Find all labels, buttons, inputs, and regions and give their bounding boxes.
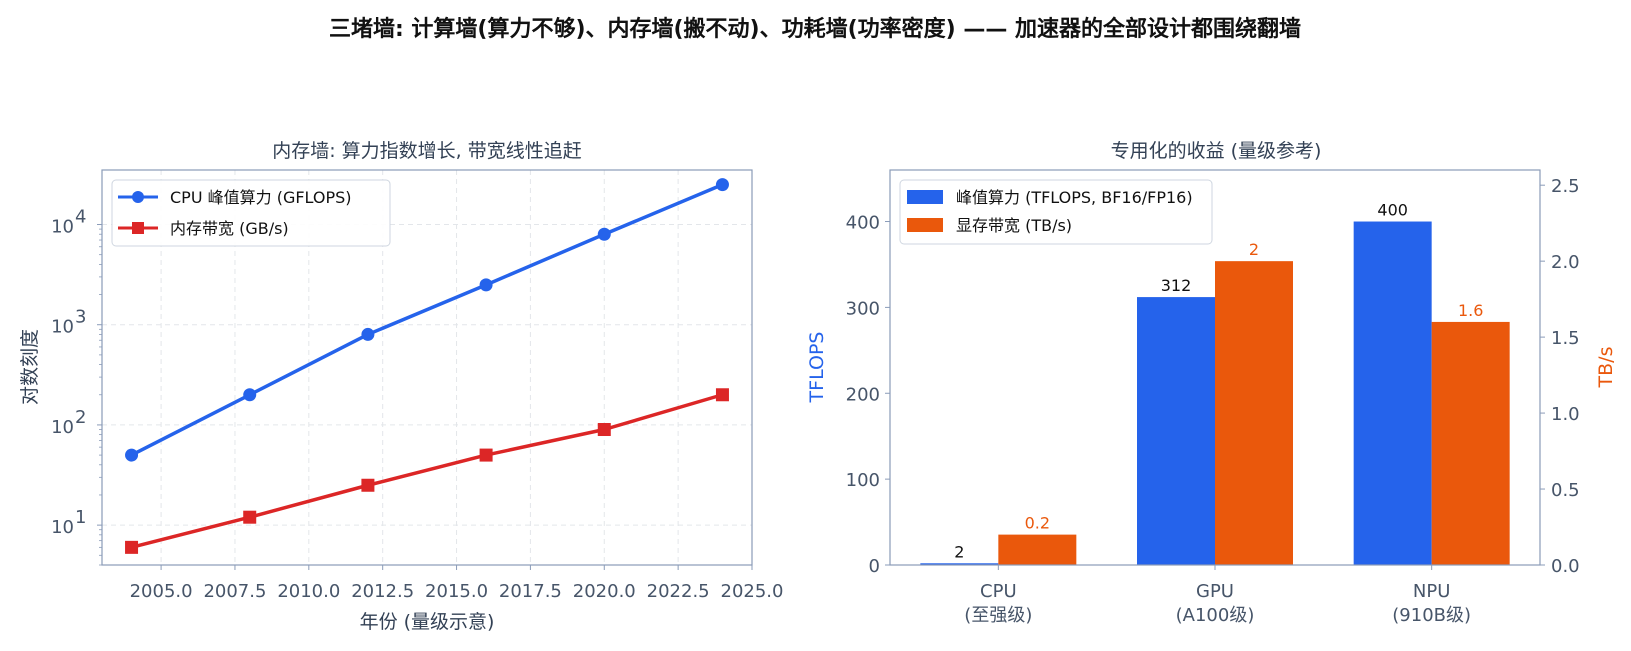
left-y-tick-base: 10 (51, 317, 74, 338)
left-y-tick-exponent: 4 (75, 207, 86, 228)
right-x-ticks: CPU (至强级) GPU (A100级) NPU (910B级) (964, 565, 1471, 626)
left-x-tick-label: 2020.0 (573, 581, 636, 602)
compute-value-label: 400 (1377, 201, 1408, 220)
right-bars-layer: 2 0.2 312 2 400 1.6 (920, 201, 1510, 566)
right-chart-title: 专用化的收益 (量级参考) (1111, 140, 1322, 162)
compute-value-label: 2 (954, 542, 964, 561)
legend-cpu-label: CPU 峰值算力 (GFLOPS) (170, 188, 352, 207)
bandwidth-bar-cpu (998, 534, 1077, 565)
left-x-ticks: 2005.0 2007.5 2010.0 2012.5 2015.0 2017.5 2020… (130, 565, 784, 602)
data-point-cpu (361, 327, 375, 341)
legend-bandwidth-label: 显存带宽 (TB/s) (956, 216, 1072, 235)
right-y-axis-label: TFLOPS (806, 332, 828, 404)
data-point-memory (361, 478, 375, 492)
right-legend: 峰值算力 (TFLOPS, BF16/FP16) 显存带宽 (TB/s) (899, 179, 1213, 245)
category-label: NPU (1413, 581, 1451, 602)
right-y2-tick-label: 1.5 (1551, 328, 1580, 349)
right-y-tick-label: 300 (846, 298, 880, 319)
category-label: CPU (980, 581, 1017, 602)
compute-bar-cpu (920, 563, 999, 565)
right-y-tick-label: 0 (869, 556, 880, 577)
data-point-cpu (715, 178, 729, 192)
data-point-memory (597, 423, 611, 437)
left-y-tick-label: 10 4 (51, 207, 86, 238)
left-y-tick-exponent: 3 (75, 307, 86, 328)
right-y-tick-label: 100 (846, 470, 880, 491)
left-x-tick-label: 2012.5 (351, 581, 414, 602)
right-y2-axis-label: TB/s (1595, 347, 1617, 389)
data-point-cpu (243, 388, 257, 402)
left-x-tick-label: 2025.0 (721, 581, 784, 602)
left-x-tick-label: 2010.0 (277, 581, 340, 602)
right-y-ticks: 0 100 200 300 400 (846, 213, 890, 577)
legend-compute-swatch (907, 190, 943, 204)
left-y-tick-base: 10 (51, 417, 74, 438)
bandwidth-value-label: 1.6 (1458, 301, 1483, 320)
left-legend-box (111, 179, 391, 247)
bandwidth-bar-gpu (1215, 261, 1293, 565)
right-legend-box (899, 179, 1213, 245)
left-y-tick-base: 10 (51, 217, 74, 238)
left-y-tick-label: 10 3 (51, 307, 86, 338)
compute-value-label: 312 (1161, 276, 1192, 295)
data-point-memory (125, 540, 139, 554)
left-chart: 内存墙: 算力指数增长, 带宽线性追赶 2005.0 2007.5 2010.0 20… (19, 140, 783, 633)
category-sublabel: (至强级) (964, 605, 1032, 626)
data-point-memory (479, 448, 493, 462)
left-chart-title: 内存墙: 算力指数增长, 带宽线性追赶 (272, 140, 582, 162)
series-line-memory (131, 393, 723, 550)
category-sublabel: (A100级) (1176, 605, 1255, 626)
left-x-tick-label: 2005.0 (130, 581, 193, 602)
bandwidth-value-label: 2 (1249, 240, 1259, 259)
compute-bar-npu (1353, 221, 1432, 566)
left-x-tick-label: 2017.5 (499, 581, 562, 602)
left-x-tick-label: 2022.5 (647, 581, 710, 602)
left-plot-frame (101, 169, 753, 566)
right-y-tick-label: 200 (846, 384, 880, 405)
right-y2-tick-label: 1.0 (1551, 404, 1580, 425)
left-y-tick-exponent: 1 (75, 507, 86, 528)
legend-bandwidth-swatch (907, 218, 943, 232)
left-x-tick-label: 2007.5 (203, 581, 266, 602)
data-point-cpu (125, 448, 139, 462)
category-sublabel: (910B级) (1392, 605, 1471, 626)
left-y-tick-exponent: 2 (75, 407, 86, 428)
legend-compute-label: 峰值算力 (TFLOPS, BF16/FP16) (956, 188, 1193, 207)
right-chart: 专用化的收益 (量级参考) 2 0.2 312 2 400 1.6 CPU (至强级) GPU… (806, 140, 1617, 626)
right-y2-tick-label: 0.5 (1551, 480, 1580, 501)
right-y2-tick-label: 2.0 (1551, 252, 1580, 273)
left-x-axis-label: 年份 (量级示意) (360, 611, 495, 633)
right-y2-tick-label: 0.0 (1551, 556, 1580, 577)
left-y-axis-label: 对数刻度 (19, 329, 41, 405)
bandwidth-bar-npu (1431, 321, 1510, 565)
legend-cpu-marker (132, 191, 144, 203)
left-y-tick-label: 10 2 (51, 407, 86, 438)
compute-bar-gpu (1137, 297, 1215, 565)
legend-mem-marker (132, 222, 144, 234)
figure-suptitle: 三堵墙: 计算墙(算力不够)、内存墙(搬不动)、功耗墙(功率密度) —— 加速器… (329, 16, 1301, 42)
left-legend: CPU 峰值算力 (GFLOPS) 内存带宽 (GB/s) (111, 179, 391, 247)
data-point-memory (715, 388, 729, 402)
right-y-tick-label: 400 (846, 213, 880, 234)
data-point-cpu (479, 278, 493, 292)
left-series-layer (125, 178, 729, 554)
right-y2-tick-label: 2.5 (1551, 176, 1580, 197)
legend-mem-label: 内存带宽 (GB/s) (170, 219, 289, 238)
left-y-tick-label: 10 1 (51, 507, 86, 538)
series-line-cpu (130, 183, 724, 457)
data-point-cpu (597, 227, 611, 241)
left-y-tick-base: 10 (51, 517, 74, 538)
left-x-tick-label: 2015.0 (425, 581, 488, 602)
right-y2-ticks: 0.0 0.5 1.0 1.5 2.0 2.5 (1540, 176, 1580, 577)
data-point-memory (243, 510, 257, 524)
bandwidth-value-label: 0.2 (1025, 514, 1050, 533)
category-label: GPU (1196, 581, 1234, 602)
